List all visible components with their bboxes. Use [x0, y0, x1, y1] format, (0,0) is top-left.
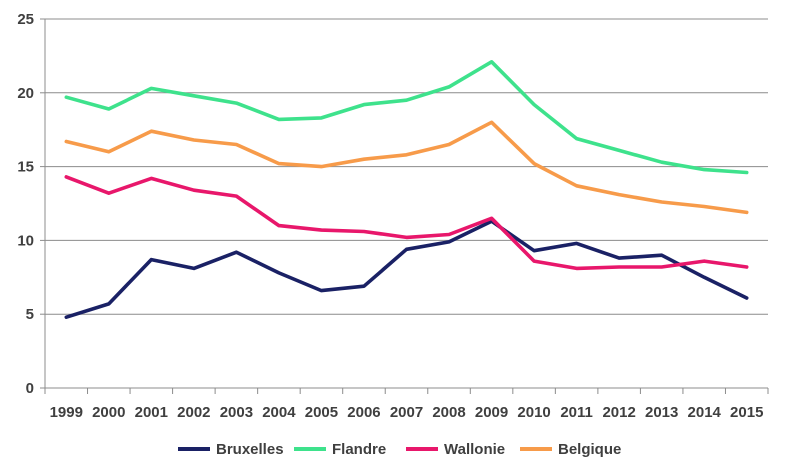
y-tick-label: 20	[17, 85, 34, 102]
x-tick-label: 2005	[305, 404, 338, 421]
legend-label: Belgique	[558, 441, 621, 458]
series-line-belgique	[64, 120, 749, 215]
axes	[40, 18, 769, 394]
y-tick-label: 10	[17, 232, 34, 249]
legend: Bruxelles Flandre Wallonie Belgique	[178, 441, 621, 458]
x-tick-label: 2012	[602, 404, 635, 421]
x-tick-label: 2003	[220, 404, 253, 421]
x-tick-label: 2004	[262, 404, 296, 421]
x-tick-label: 2009	[475, 404, 508, 421]
legend-item-wallonie: Wallonie	[406, 441, 505, 458]
y-tick-label: 15	[17, 159, 34, 176]
y-tick-label: 25	[17, 11, 34, 28]
gridlines	[45, 18, 768, 315]
x-tick-label: 2011	[560, 404, 593, 421]
legend-label: Flandre	[332, 441, 386, 458]
x-tick-label: 2013	[645, 404, 678, 421]
x-tick-label: 2002	[177, 404, 210, 421]
series-line-flandre	[64, 59, 749, 175]
series-lines	[64, 59, 749, 320]
legend-label: Bruxelles	[216, 441, 284, 458]
y-tick-label: 5	[26, 306, 34, 323]
x-tick-label: 2006	[347, 404, 380, 421]
x-tick-label: 2000	[92, 404, 125, 421]
legend-item-bruxelles: Bruxelles	[178, 441, 284, 458]
x-tick-label: 2008	[432, 404, 465, 421]
x-axis-ticks: 1999 2000 2001 2002 2003 2004 2005 2006 2007 2008…	[50, 404, 764, 421]
y-tick-label: 0	[26, 380, 34, 397]
x-tick-label: 2014	[688, 404, 722, 421]
series-line-wallonie	[64, 175, 749, 271]
x-tick-label: 2010	[517, 404, 550, 421]
x-tick-label: 1999	[50, 404, 83, 421]
y-axis-ticks: 0 5 10 15 20 25	[17, 11, 34, 397]
legend-item-belgique: Belgique	[520, 441, 621, 458]
legend-item-flandre: Flandre	[294, 441, 386, 458]
series-line-bruxelles	[64, 219, 749, 320]
x-tick-label: 2007	[390, 404, 423, 421]
x-tick-label: 2015	[730, 404, 763, 421]
legend-label: Wallonie	[444, 441, 505, 458]
x-tick-label: 2001	[135, 404, 168, 421]
